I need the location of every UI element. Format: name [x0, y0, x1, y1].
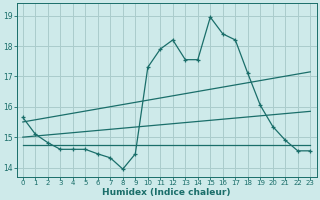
- X-axis label: Humidex (Indice chaleur): Humidex (Indice chaleur): [102, 188, 231, 197]
